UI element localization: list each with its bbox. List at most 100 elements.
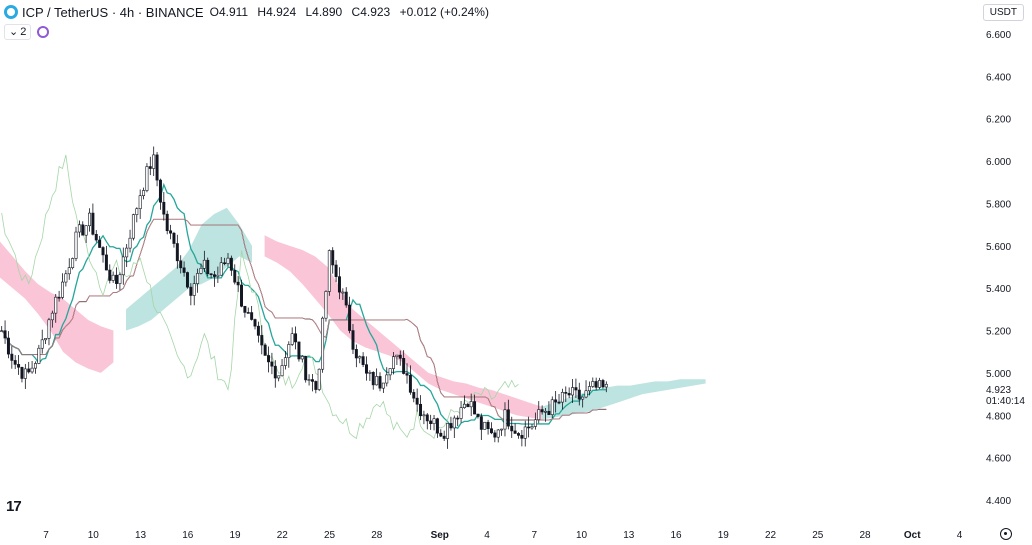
candle-body bbox=[30, 367, 34, 373]
candle-body bbox=[138, 195, 142, 210]
x-tick-label: 4 bbox=[957, 530, 963, 541]
chevron-down-icon: ⌄ bbox=[9, 26, 19, 38]
candle-body bbox=[476, 413, 480, 417]
candle-body bbox=[398, 354, 402, 359]
candle-body bbox=[574, 387, 578, 391]
candle-body bbox=[81, 224, 85, 236]
candle-body bbox=[425, 414, 429, 422]
y-tick-label: 6.200 bbox=[986, 115, 1011, 126]
candle-body bbox=[172, 232, 176, 244]
candle-body bbox=[236, 281, 240, 286]
candle-body bbox=[240, 284, 243, 307]
candle-body bbox=[33, 363, 37, 369]
candle-body bbox=[17, 364, 21, 368]
candle-body bbox=[216, 274, 220, 277]
candle-body bbox=[544, 410, 547, 413]
x-tick-label: 25 bbox=[324, 530, 336, 541]
candle-body bbox=[321, 317, 325, 370]
candle-body bbox=[314, 381, 318, 390]
y-tick-label: 5.800 bbox=[986, 199, 1011, 210]
candle-body bbox=[486, 421, 490, 429]
candle-body bbox=[564, 392, 568, 394]
candle-body bbox=[547, 410, 551, 415]
candle-body bbox=[202, 259, 206, 269]
candle-body bbox=[40, 339, 44, 349]
candle-body bbox=[61, 281, 64, 298]
candle-body bbox=[327, 250, 331, 292]
candle-body bbox=[148, 166, 152, 169]
candle-body bbox=[358, 356, 362, 359]
candle-body bbox=[229, 257, 233, 271]
y-tick-label: 4.400 bbox=[986, 496, 1011, 507]
candle-body bbox=[408, 374, 412, 393]
candle-body bbox=[503, 409, 507, 430]
candle-body bbox=[118, 274, 122, 284]
candle-body bbox=[513, 430, 517, 434]
candle-body bbox=[604, 383, 608, 388]
candle-body bbox=[88, 212, 91, 227]
candle-body bbox=[415, 397, 419, 405]
high-value: 4.924 bbox=[266, 5, 297, 19]
x-tick-label: 19 bbox=[718, 530, 730, 541]
settings-gear-icon[interactable] bbox=[1000, 528, 1012, 540]
candle-body bbox=[587, 386, 591, 392]
candle-body bbox=[310, 379, 314, 382]
countdown-value: 01:40:14 bbox=[986, 396, 1025, 407]
candle-body bbox=[439, 432, 443, 437]
candle-body bbox=[189, 286, 193, 296]
candle-body bbox=[270, 361, 274, 367]
candle-body bbox=[294, 333, 298, 343]
y-tick-label: 4.600 bbox=[986, 454, 1011, 465]
candle-body bbox=[50, 312, 54, 321]
candle-body bbox=[452, 417, 456, 429]
candle-body bbox=[128, 237, 132, 249]
candle-body bbox=[429, 420, 433, 424]
cloud-bull-area bbox=[541, 379, 706, 420]
x-tick-label: 7 bbox=[531, 530, 537, 541]
candle-body bbox=[243, 305, 247, 313]
candle-body bbox=[219, 262, 223, 276]
x-tick-label: 13 bbox=[623, 530, 635, 541]
candle-body bbox=[169, 230, 173, 234]
candle-body bbox=[253, 319, 257, 327]
indicators-toggle-button[interactable]: ⌄ 2 bbox=[4, 24, 32, 40]
candle-body bbox=[263, 344, 267, 356]
candle-body bbox=[392, 356, 395, 369]
time-axis[interactable]: 7 10 13 16 19 22 25 28 Sep 4 7 10 13 16 19 22 25 28 Oct 4 bbox=[43, 530, 963, 541]
candle-body bbox=[317, 368, 321, 390]
candle-body bbox=[462, 403, 466, 408]
candle-body bbox=[598, 380, 602, 388]
currency-button[interactable]: USDT bbox=[982, 4, 1024, 21]
tradingview-logo[interactable]: 17 bbox=[6, 498, 22, 515]
candle-body bbox=[131, 214, 135, 239]
candle-body bbox=[395, 354, 399, 357]
candle-body bbox=[469, 401, 473, 408]
candlesticks bbox=[0, 146, 608, 449]
candle-body bbox=[250, 312, 254, 320]
price-axis[interactable]: 6.600 6.400 6.200 6.000 5.800 5.600 5.400 5.200… bbox=[986, 30, 1011, 507]
candle-body bbox=[223, 262, 227, 265]
refresh-icon[interactable] bbox=[37, 26, 50, 38]
candle-body bbox=[432, 418, 436, 424]
candle-body bbox=[307, 379, 311, 381]
candle-body bbox=[37, 347, 41, 364]
x-tick-label: 16 bbox=[182, 530, 194, 541]
y-tick-label: 4.800 bbox=[986, 411, 1011, 422]
ohlc-values: O4.911 H4.924 L4.890 C4.923 +0.012 (+0.2… bbox=[210, 5, 495, 19]
candle-body bbox=[510, 425, 514, 432]
candle-body bbox=[405, 373, 409, 376]
low-value: 4.890 bbox=[312, 5, 343, 19]
candle-body bbox=[368, 372, 372, 374]
candle-body bbox=[3, 330, 7, 339]
cloud-bear-area bbox=[264, 235, 542, 420]
candle-body bbox=[473, 401, 477, 415]
y-tick-label: 6.400 bbox=[986, 72, 1011, 83]
candle-body bbox=[280, 365, 284, 377]
symbol-title[interactable]: ICP / TetherUS · 4h · BINANCE bbox=[22, 4, 204, 20]
candle-body bbox=[591, 381, 595, 387]
candle-body bbox=[304, 356, 308, 381]
candle-body bbox=[442, 435, 446, 439]
close-label: C bbox=[351, 5, 361, 19]
candle-body bbox=[165, 213, 169, 232]
